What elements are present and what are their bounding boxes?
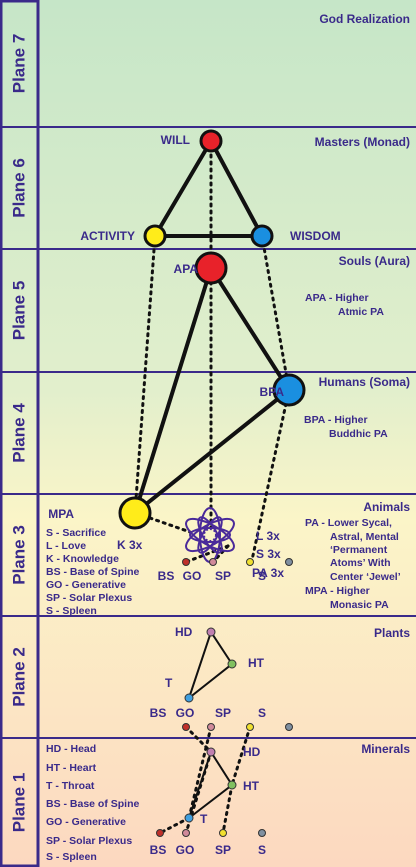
plane-title: Souls (Aura): [339, 254, 410, 268]
plane-label: Plane 6: [9, 158, 28, 218]
plane-label: Plane 4: [9, 403, 28, 463]
note: Atoms’ With: [330, 557, 391, 569]
connections: [131, 139, 292, 835]
chakra-label: BS: [158, 569, 175, 583]
note: Astral, Mental: [330, 531, 399, 543]
plane-column: [0, 0, 40, 867]
note: HD - Head: [46, 743, 96, 755]
note: APA - Higher: [305, 292, 369, 304]
chakra-label: GO: [176, 843, 195, 857]
note: Center ‘Jewel’: [330, 571, 401, 583]
node-label: WILL: [161, 133, 190, 147]
plane-label: Plane 1: [9, 773, 28, 833]
note: Atmic PA: [338, 306, 384, 318]
note: PA - Lower Sycal,: [305, 517, 392, 529]
note: T - Throat: [46, 780, 95, 792]
plane-label: Plane 5: [9, 281, 28, 341]
chakra-label: BS: [150, 706, 167, 720]
note: Buddhic PA: [329, 428, 388, 440]
chakra-label: S: [258, 706, 266, 720]
node-label: HT: [248, 656, 265, 670]
chakra-label: S: [258, 569, 266, 583]
note: S - Spleen: [46, 605, 97, 617]
note: BS - Base of Spine: [46, 798, 140, 810]
node-label: T: [200, 812, 208, 826]
note: GO - Generative: [46, 816, 126, 828]
note: K - Knowledge: [46, 553, 119, 565]
plane-title: Minerals: [361, 742, 410, 756]
node-label: APA: [174, 262, 199, 276]
note: S - Spleen: [46, 851, 97, 863]
plane-label: Plane 7: [9, 34, 28, 94]
node-label: HD: [175, 625, 193, 639]
node-label: PA 3x: [252, 566, 284, 580]
labels: WILL ACTIVITY WISDOM APA BPA MPA K 3x L 3x S 3x P…: [46, 133, 401, 863]
chakra-label: SP: [215, 706, 231, 720]
node-label: BPA: [260, 385, 285, 399]
chakra-label: SP: [215, 843, 231, 857]
chakra-label: S: [258, 843, 266, 857]
plane-label: Plane 2: [9, 647, 28, 707]
node-label: HD: [243, 745, 261, 759]
note: GO - Generative: [46, 579, 126, 591]
node-label: ACTIVITY: [80, 229, 135, 243]
plane-label: Plane 3: [9, 525, 28, 585]
chakra-label: SP: [215, 569, 231, 583]
node-label: MPA: [48, 507, 74, 521]
note: MPA - Higher: [305, 585, 370, 597]
node-label: L 3x: [256, 529, 280, 543]
plane-title: Masters (Monad): [315, 135, 410, 149]
note: SP - Solar Plexus: [46, 592, 132, 604]
node-label: WISDOM: [290, 229, 341, 243]
separators: [0, 126, 416, 739]
node-label: S 3x: [256, 547, 281, 561]
note: L - Love: [46, 540, 86, 552]
planes: Plane 7 God Realization Plane 6 Masters (Mo…: [9, 12, 410, 832]
note: Monasic PA: [330, 599, 389, 611]
note: HT - Heart: [46, 762, 97, 774]
plane-title: Animals: [363, 500, 410, 514]
node-label: T: [165, 676, 173, 690]
chakra-label: GO: [176, 706, 195, 720]
circles: [118, 129, 306, 530]
plane-title: Plants: [374, 626, 410, 640]
note: BPA - Higher: [304, 414, 368, 426]
note: S - Sacrifice: [46, 527, 106, 539]
note: ‘Permanent: [330, 544, 388, 556]
node-label: K 3x: [117, 538, 143, 552]
node-label: HT: [243, 779, 260, 793]
note: SP - Solar Plexus: [46, 835, 132, 847]
chakra-label: GO: [183, 569, 202, 583]
small-dots: [156, 558, 293, 837]
chakra-label: BS: [150, 843, 167, 857]
note: BS - Base of Spine: [46, 566, 140, 578]
plane-title: Humans (Soma): [319, 375, 410, 389]
plane-title: God Realization: [319, 12, 410, 26]
